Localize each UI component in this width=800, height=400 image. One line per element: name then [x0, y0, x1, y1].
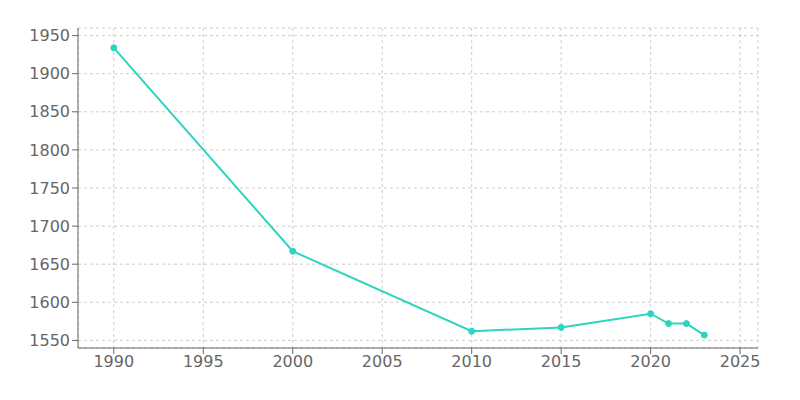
- svg-text:1900: 1900: [29, 64, 70, 83]
- svg-text:2025: 2025: [720, 352, 761, 371]
- svg-text:2000: 2000: [272, 352, 313, 371]
- svg-text:1700: 1700: [29, 217, 70, 236]
- svg-text:2020: 2020: [630, 352, 671, 371]
- svg-text:2010: 2010: [451, 352, 492, 371]
- svg-text:1995: 1995: [183, 352, 224, 371]
- svg-text:2015: 2015: [541, 352, 582, 371]
- svg-text:2005: 2005: [362, 352, 403, 371]
- svg-text:1950: 1950: [29, 26, 70, 45]
- svg-text:1550: 1550: [29, 331, 70, 350]
- svg-text:1850: 1850: [29, 102, 70, 121]
- svg-text:1650: 1650: [29, 255, 70, 274]
- svg-text:1990: 1990: [93, 352, 134, 371]
- svg-text:1750: 1750: [29, 179, 70, 198]
- svg-text:1800: 1800: [29, 141, 70, 160]
- svg-text:1600: 1600: [29, 293, 70, 312]
